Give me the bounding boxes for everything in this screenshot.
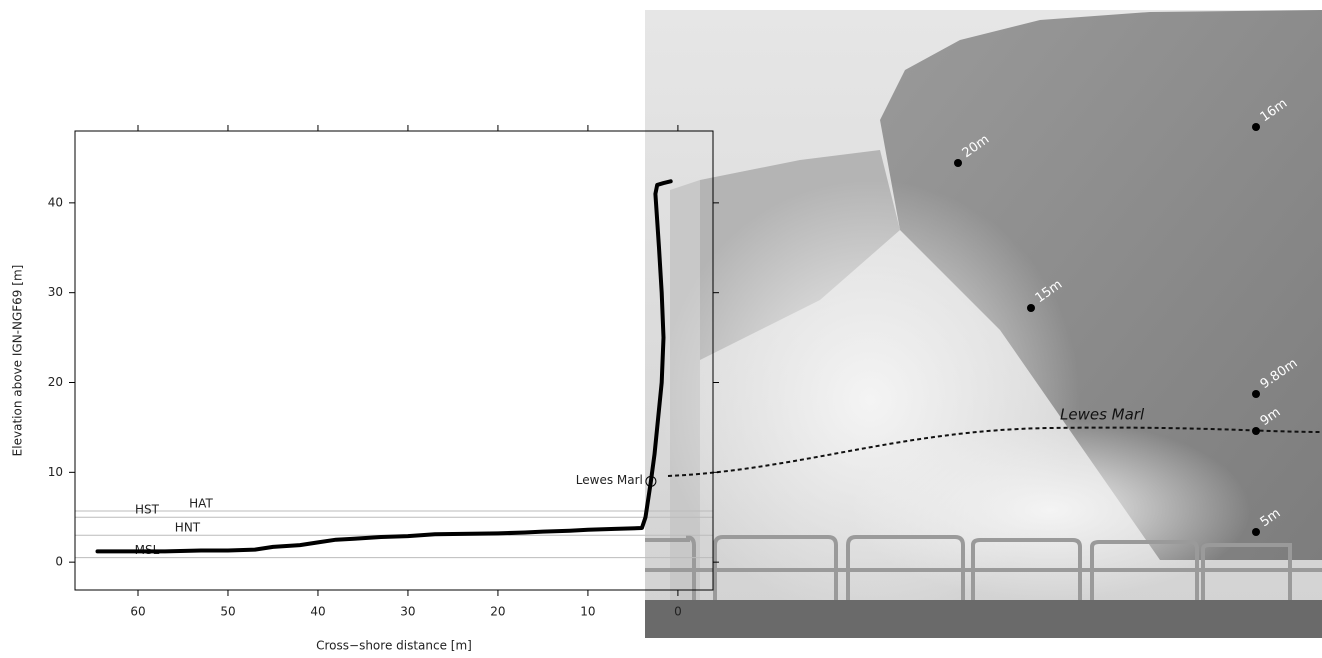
y-axis-label: Elevation above IGN-NGF69 [m]	[11, 265, 25, 457]
x-axis-label: Cross−shore distance [m]	[316, 639, 472, 653]
y-tick-label: 40	[48, 195, 63, 209]
layer-label: Lewes Marl	[1060, 406, 1145, 424]
photo-marker	[1252, 528, 1260, 536]
x-tick-label: 10	[580, 605, 595, 619]
figure: 20m16m15m9.80m9m5mLewes MarlHATHSTHNTMSL…	[0, 0, 1322, 654]
y-tick-label: 30	[48, 285, 63, 299]
x-tick-label: 60	[130, 605, 145, 619]
photo	[645, 10, 1322, 638]
x-tick-label: 50	[220, 605, 235, 619]
plot-background	[75, 131, 645, 590]
reference-label: HNT	[175, 521, 201, 535]
y-tick-label: 0	[55, 555, 63, 569]
photo-marker	[954, 159, 962, 167]
annotation-label: Lewes Marl	[576, 473, 643, 487]
x-tick-label: 20	[490, 605, 505, 619]
y-tick-label: 20	[48, 375, 63, 389]
reference-label: HST	[135, 503, 160, 517]
x-tick-label: 40	[310, 605, 325, 619]
photo-marker	[1252, 123, 1260, 131]
photo-marker	[1027, 304, 1035, 312]
x-tick-label: 30	[400, 605, 415, 619]
x-tick-label: 0	[674, 605, 682, 619]
photo-marker	[1252, 427, 1260, 435]
photo-marker	[1252, 390, 1260, 398]
reference-label: HAT	[189, 496, 213, 510]
y-tick-label: 10	[48, 465, 63, 479]
